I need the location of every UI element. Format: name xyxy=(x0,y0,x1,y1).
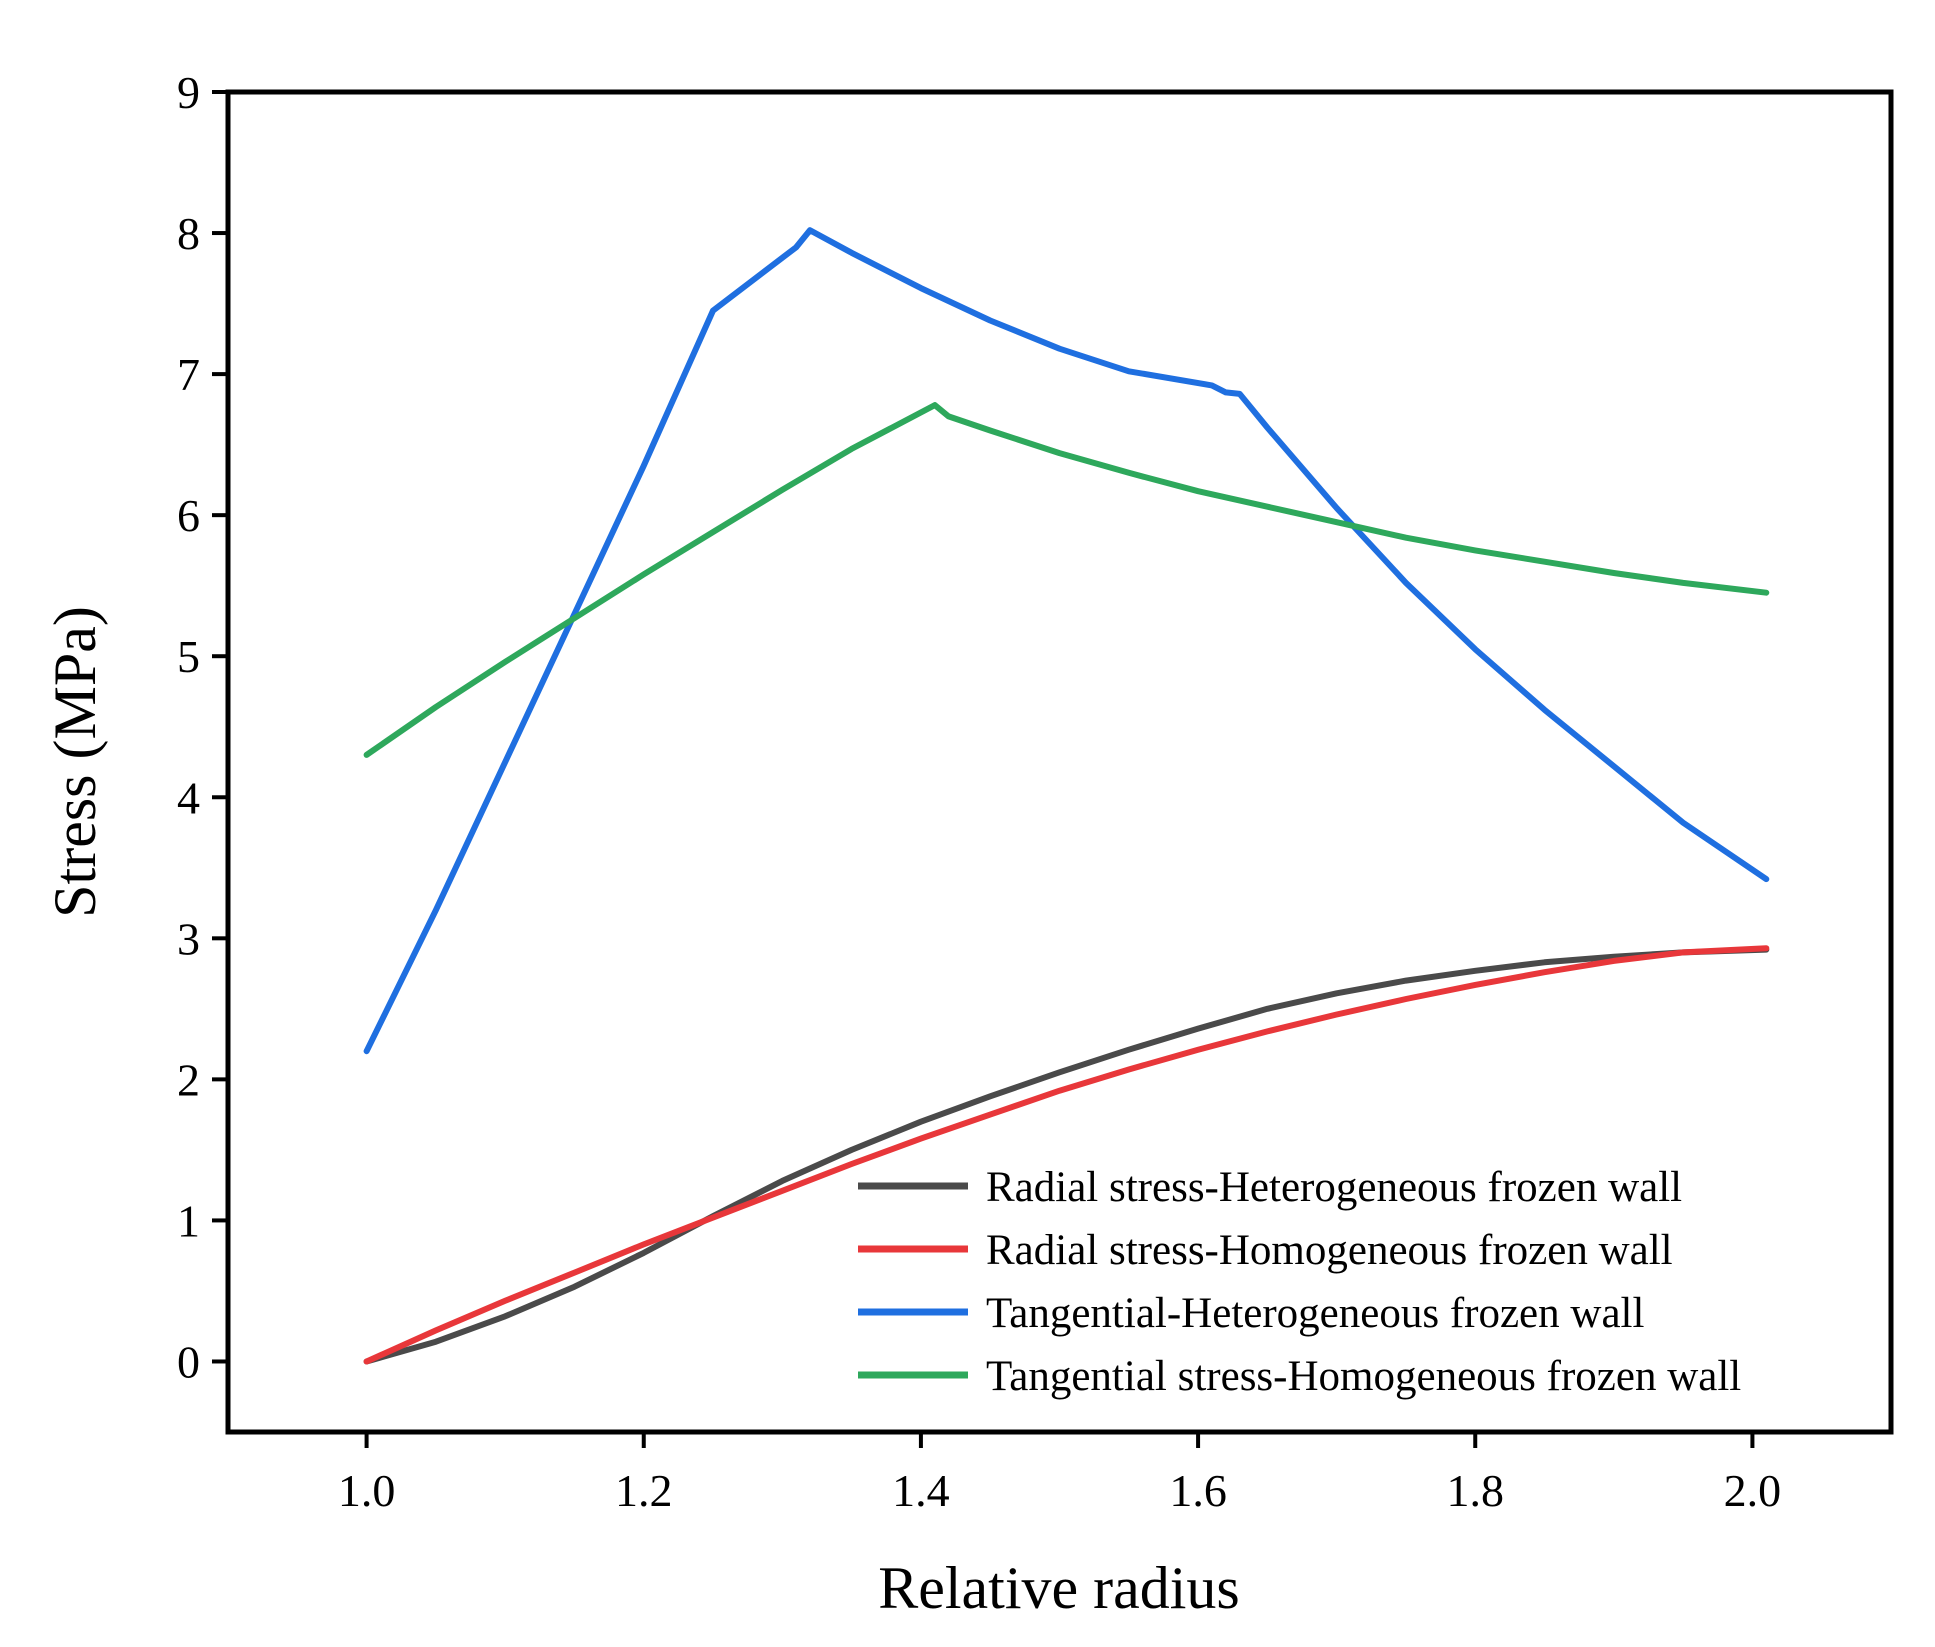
x-tick-label: 1.8 xyxy=(1447,1465,1505,1516)
y-axis: 0 1 2 3 4 5 6 7 8 9 xyxy=(177,67,228,1387)
legend-label-3: Tangential-Heterogeneous frozen wall xyxy=(986,1290,1644,1337)
x-tick-label: 1.0 xyxy=(338,1465,396,1516)
series-line-1 xyxy=(363,946,1770,1365)
y-tick-label: 9 xyxy=(177,67,200,118)
y-tick-label: 3 xyxy=(177,913,200,964)
legend-label-2: Radial stress-Homogeneous frozen wall xyxy=(986,1227,1673,1274)
y-tick-label: 7 xyxy=(177,349,200,400)
y-tick-label: 0 xyxy=(177,1336,200,1387)
y-tick-label: 2 xyxy=(177,1054,200,1105)
x-tick-label: 1.6 xyxy=(1169,1465,1227,1516)
x-axis: 1.0 1.2 1.4 1.6 1.8 2.0 xyxy=(338,1432,1781,1516)
y-tick-label: 4 xyxy=(177,772,200,823)
legend-label-1: Radial stress-Heterogeneous frozen wall xyxy=(986,1164,1682,1211)
y-tick-label: 1 xyxy=(177,1195,200,1246)
series-line-3 xyxy=(363,227,1770,1055)
legend-label-4: Tangential stress-Homogeneous frozen wal… xyxy=(986,1353,1741,1400)
x-tick-label: 2.0 xyxy=(1724,1465,1782,1516)
y-tick-label: 5 xyxy=(177,631,200,682)
y-tick-label: 8 xyxy=(177,208,200,259)
legend: Radial stress-Heterogeneous frozen wall R… xyxy=(858,1164,1741,1400)
x-tick-label: 1.2 xyxy=(615,1465,673,1516)
x-axis-title: Relative radius xyxy=(878,1555,1240,1621)
y-axis-title: Stress (MPa) xyxy=(42,606,108,918)
series-line-2 xyxy=(363,945,1770,1365)
x-tick-label: 1.4 xyxy=(892,1465,950,1516)
plot-frame xyxy=(225,89,1894,1435)
series-lines xyxy=(363,227,1770,1365)
series-line-4 xyxy=(363,402,1770,758)
y-tick-label: 6 xyxy=(177,490,200,541)
